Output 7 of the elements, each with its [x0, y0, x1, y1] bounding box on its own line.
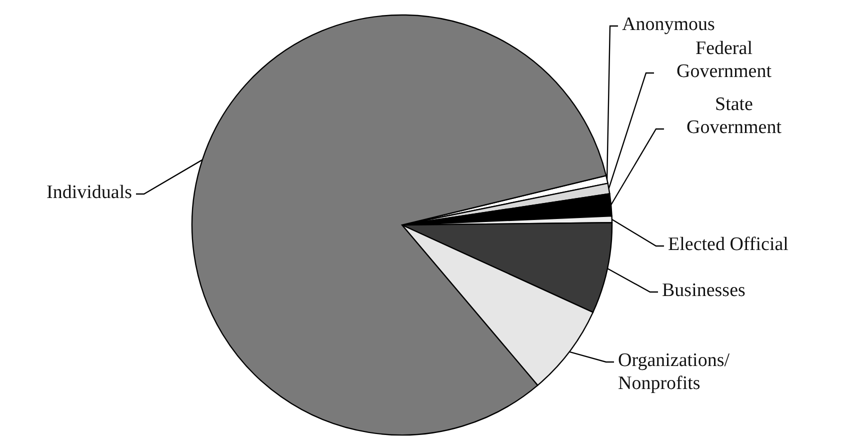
slice-label: Individuals — [46, 182, 132, 203]
slice-label: Organizations/Nonprofits — [618, 350, 730, 394]
slice-label: Anonymous — [622, 14, 715, 35]
slice-label: Businesses — [662, 280, 746, 301]
slice-label: Elected Official — [668, 234, 788, 255]
slice-label: State Government — [686, 94, 782, 138]
slice-label: Federal Government — [676, 38, 772, 82]
